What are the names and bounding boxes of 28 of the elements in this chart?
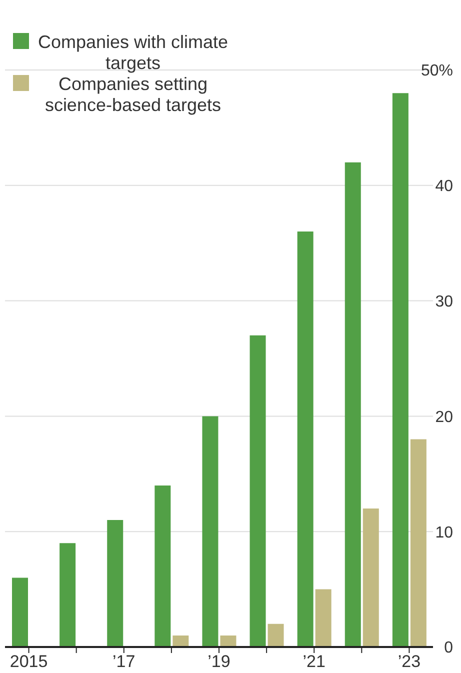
y-tick-label: 40 bbox=[435, 178, 454, 196]
x-tick-label: ’23 bbox=[398, 652, 421, 672]
bar bbox=[410, 439, 426, 647]
legend-label: Companies with climate targets bbox=[36, 32, 230, 74]
x-tick-label: ’17 bbox=[112, 652, 136, 672]
y-tick-label: 50% bbox=[420, 62, 453, 80]
bar bbox=[202, 416, 218, 647]
bar bbox=[154, 485, 171, 647]
x-tick-label: ’21 bbox=[302, 652, 326, 672]
bar bbox=[268, 624, 284, 647]
bar bbox=[60, 543, 76, 647]
bar bbox=[172, 635, 189, 647]
bar bbox=[250, 335, 266, 647]
bar bbox=[344, 162, 361, 647]
legend-label: Companies setting science-based targets bbox=[44, 74, 222, 116]
bar bbox=[297, 232, 314, 647]
x-tick-label: ’19 bbox=[208, 652, 230, 672]
x-tick-label: 2015 bbox=[10, 652, 48, 672]
bar bbox=[315, 589, 332, 647]
y-tick-label: 10 bbox=[435, 524, 454, 542]
bar bbox=[362, 508, 379, 647]
bar bbox=[12, 578, 28, 647]
y-tick-label: 0 bbox=[444, 640, 454, 657]
bar bbox=[392, 93, 408, 647]
bar bbox=[220, 635, 236, 647]
y-tick-label: 30 bbox=[435, 293, 454, 310]
bar bbox=[107, 520, 124, 647]
y-tick-label: 20 bbox=[435, 408, 454, 426]
